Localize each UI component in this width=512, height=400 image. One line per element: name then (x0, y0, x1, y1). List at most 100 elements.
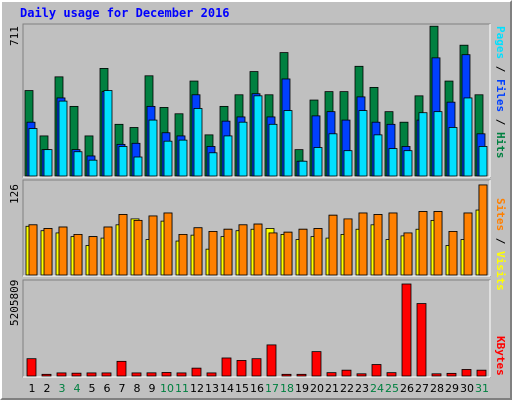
sites-bar-front-19 (298, 228, 308, 276)
pages-bar-31 (478, 146, 488, 177)
sites-bar-front-25 (388, 212, 398, 276)
sites-bar-front-14 (223, 228, 233, 276)
day-label-30: 30 (460, 382, 474, 395)
pages-bar-25 (388, 148, 398, 177)
kbytes-bar-13 (206, 372, 217, 377)
y-max-label-hits: 711 (8, 26, 21, 46)
kbytes-bar-11 (176, 372, 187, 377)
kbytes-bar-3 (56, 372, 67, 377)
day-label-15: 15 (235, 382, 249, 395)
pages-bar-11 (178, 139, 188, 177)
pages-bar-10 (163, 140, 173, 177)
kbytes-bar-8 (131, 372, 142, 377)
pages-bar-15 (238, 121, 248, 177)
kbytes-bar-31 (476, 369, 487, 377)
pages-bar-27 (418, 112, 428, 177)
day-label-25: 25 (385, 382, 399, 395)
kbytes-bar-22 (341, 369, 352, 377)
kbytes-bar-24 (371, 364, 382, 377)
pages-bar-8 (133, 156, 143, 177)
kbytes-bar-23 (356, 373, 367, 377)
sites-bar-front-21 (328, 214, 338, 276)
kbytes-bar-10 (161, 372, 172, 377)
kbytes-bar-28 (431, 373, 442, 377)
pages-bar-21 (328, 133, 338, 177)
pages-bar-12 (193, 108, 203, 177)
sites-bar-front-24 (373, 214, 383, 276)
kbytes-bar-15 (236, 360, 247, 377)
day-label-19: 19 (295, 382, 309, 395)
pages-bar-20 (313, 147, 323, 177)
sites-bar-front-9 (148, 215, 158, 276)
legend-sep-1: / (494, 59, 507, 79)
kbytes-bar-12 (191, 367, 202, 377)
kbytes-bar-14 (221, 357, 232, 377)
sites-bar-front-31 (478, 184, 488, 276)
pages-bar-13 (208, 152, 218, 177)
pages-bar-18 (283, 110, 293, 177)
chart-title: Daily usage for December 2016 (20, 6, 230, 20)
sites-bar-front-10 (163, 212, 173, 276)
kbytes-bar-2 (41, 373, 52, 377)
pages-bar-2 (43, 149, 53, 177)
day-label-29: 29 (445, 382, 459, 395)
sites-bar-front-15 (238, 224, 248, 276)
kbytes-bar-9 (146, 372, 157, 377)
legend-sep-3: / (494, 231, 507, 251)
pages-bar-24 (373, 134, 383, 177)
day-label-4: 4 (74, 382, 81, 395)
sites-bar-front-23 (358, 212, 368, 276)
kbytes-bar-17 (266, 344, 277, 377)
sites-bar-front-18 (283, 231, 293, 276)
sites-bar-front-1 (28, 224, 38, 276)
kbytes-bar-27 (416, 303, 427, 377)
kbytes-bar-4 (71, 372, 82, 377)
sites-bar-front-4 (73, 234, 83, 276)
kbytes-bar-6 (101, 372, 112, 377)
kbytes-bar-5 (86, 372, 97, 377)
pages-bar-6 (103, 90, 113, 177)
pages-bar-26 (403, 150, 413, 177)
legend-visits-sites: Sites / Visits (494, 198, 507, 291)
hits-files-pages-bars (24, 25, 488, 177)
pages-bar-16 (253, 95, 263, 177)
day-label-26: 26 (400, 382, 414, 395)
day-label-23: 23 (355, 382, 369, 395)
pages-bar-29 (448, 127, 458, 177)
sites-bar-front-27 (418, 211, 428, 276)
sites-bar-front-6 (103, 226, 113, 276)
kbytes-bar-21 (326, 372, 337, 377)
day-label-13: 13 (205, 382, 219, 395)
legend-files: Files (494, 79, 507, 112)
kbytes-bar-30 (461, 369, 472, 377)
kbytes-bar-18 (281, 373, 292, 377)
day-label-2: 2 (44, 382, 51, 395)
pages-bar-30 (463, 97, 473, 177)
sites-bar-front-30 (463, 212, 473, 276)
legend-pages: Pages (494, 26, 507, 59)
legend-sep-2: / (494, 112, 507, 132)
kbytes-bar-25 (386, 372, 397, 377)
pages-bar-7 (118, 146, 128, 177)
day-label-28: 28 (430, 382, 444, 395)
pages-bar-1 (28, 128, 38, 177)
day-label-18: 18 (280, 382, 294, 395)
kbytes-bar-16 (251, 358, 262, 377)
sites-bar-front-2 (43, 228, 53, 276)
legend-hits: Hits (494, 132, 507, 159)
legend-visits: Visits (494, 251, 507, 291)
sites-bar-front-11 (178, 234, 188, 276)
pages-bar-9 (148, 119, 158, 177)
day-label-10: 10 (160, 382, 174, 395)
kbytes-bar-7 (116, 360, 127, 377)
sites-bar-front-26 (403, 232, 413, 276)
day-label-22: 22 (340, 382, 354, 395)
sites-bar-front-16 (253, 223, 263, 276)
day-label-31: 31 (475, 382, 489, 395)
day-label-9: 9 (149, 382, 156, 395)
sites-bar-front-28 (433, 211, 443, 276)
pages-bar-4 (73, 151, 83, 177)
day-label-1: 1 (29, 382, 36, 395)
pages-bar-3 (58, 100, 68, 177)
